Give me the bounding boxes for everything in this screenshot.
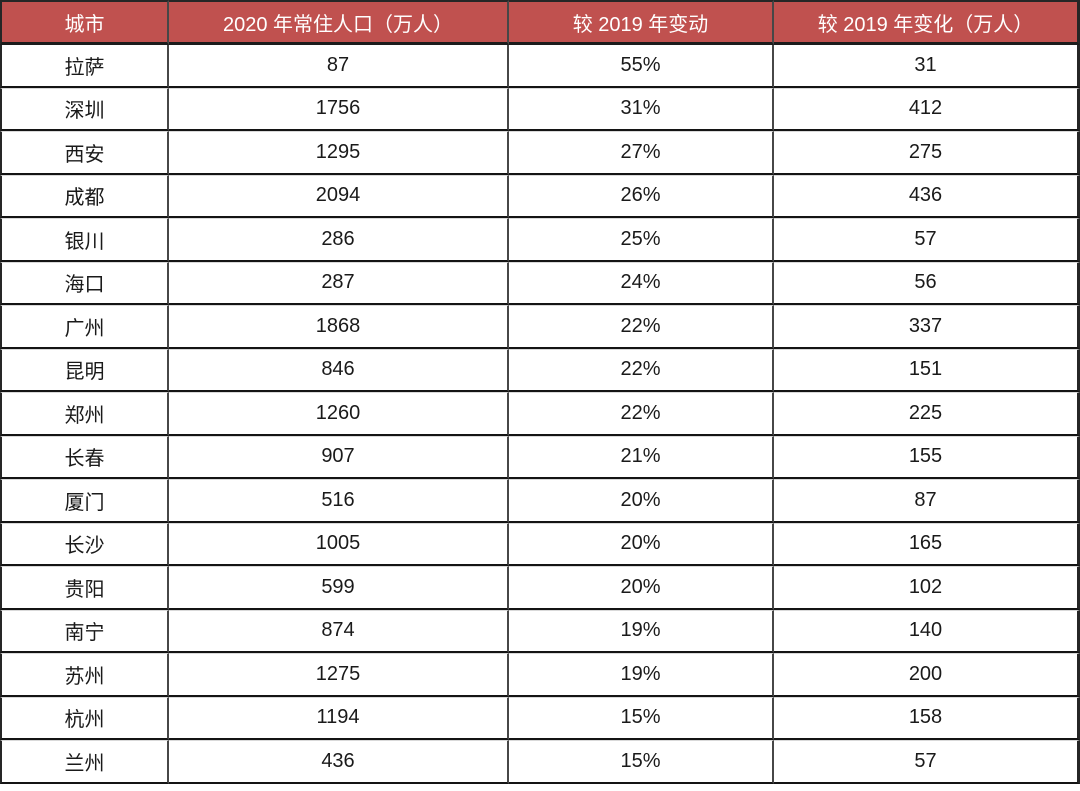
population-cell: 846 <box>169 348 509 392</box>
population-cell: 287 <box>169 261 509 305</box>
city-cell: 长沙 <box>0 522 169 566</box>
city-cell: 杭州 <box>0 696 169 740</box>
population-cell: 87 <box>169 45 509 88</box>
change-percent-cell: 55% <box>509 45 774 88</box>
city-cell: 厦门 <box>0 479 169 523</box>
table-row: 郑州 1260 22% 225 <box>0 392 1080 436</box>
table-row: 南宁 874 19% 140 <box>0 609 1080 653</box>
change-percent-cell: 22% <box>509 348 774 392</box>
change-percent-cell: 22% <box>509 305 774 349</box>
change-amount-cell: 200 <box>774 653 1080 697</box>
change-percent-cell: 21% <box>509 435 774 479</box>
change-amount-cell: 57 <box>774 740 1080 784</box>
city-cell: 长春 <box>0 435 169 479</box>
change-amount-cell: 158 <box>774 696 1080 740</box>
change-percent-cell: 20% <box>509 566 774 610</box>
city-cell: 广州 <box>0 305 169 349</box>
change-percent-cell: 26% <box>509 174 774 218</box>
table-row: 广州 1868 22% 337 <box>0 305 1080 349</box>
table-row: 西安 1295 27% 275 <box>0 131 1080 175</box>
change-amount-cell: 57 <box>774 218 1080 262</box>
table-row: 成都 2094 26% 436 <box>0 174 1080 218</box>
change-amount-cell: 140 <box>774 609 1080 653</box>
column-header-change-percent: 较 2019 年变动 <box>509 0 774 45</box>
table-row: 银川 286 25% 57 <box>0 218 1080 262</box>
change-percent-cell: 20% <box>509 522 774 566</box>
column-header-change-amount: 较 2019 年变化（万人） <box>774 0 1080 45</box>
city-cell: 西安 <box>0 131 169 175</box>
change-percent-cell: 20% <box>509 479 774 523</box>
change-percent-cell: 31% <box>509 87 774 131</box>
population-cell: 1194 <box>169 696 509 740</box>
change-amount-cell: 87 <box>774 479 1080 523</box>
city-cell: 贵阳 <box>0 566 169 610</box>
population-cell: 907 <box>169 435 509 479</box>
city-cell: 深圳 <box>0 87 169 131</box>
column-header-city: 城市 <box>0 0 169 45</box>
population-cell: 516 <box>169 479 509 523</box>
change-percent-cell: 24% <box>509 261 774 305</box>
population-cell: 1295 <box>169 131 509 175</box>
city-cell: 兰州 <box>0 740 169 784</box>
column-header-population-2020: 2020 年常住人口（万人） <box>169 0 509 45</box>
change-percent-cell: 19% <box>509 653 774 697</box>
table-row: 拉萨 87 55% 31 <box>0 45 1080 88</box>
population-cell: 599 <box>169 566 509 610</box>
change-amount-cell: 412 <box>774 87 1080 131</box>
change-percent-cell: 27% <box>509 131 774 175</box>
table-body: 拉萨 87 55% 31 深圳 1756 31% 412 西安 1295 27% 275 成都 2094 2… <box>0 45 1080 784</box>
change-amount-cell: 155 <box>774 435 1080 479</box>
change-percent-cell: 25% <box>509 218 774 262</box>
table-row: 长春 907 21% 155 <box>0 435 1080 479</box>
table-row: 深圳 1756 31% 412 <box>0 87 1080 131</box>
table-row: 长沙 1005 20% 165 <box>0 522 1080 566</box>
change-amount-cell: 56 <box>774 261 1080 305</box>
table-row: 海口 287 24% 56 <box>0 261 1080 305</box>
population-cell: 1005 <box>169 522 509 566</box>
change-amount-cell: 275 <box>774 131 1080 175</box>
city-cell: 银川 <box>0 218 169 262</box>
change-amount-cell: 165 <box>774 522 1080 566</box>
population-cell: 1275 <box>169 653 509 697</box>
city-cell: 郑州 <box>0 392 169 436</box>
population-cell: 874 <box>169 609 509 653</box>
change-percent-cell: 22% <box>509 392 774 436</box>
population-cell: 1260 <box>169 392 509 436</box>
table-row: 昆明 846 22% 151 <box>0 348 1080 392</box>
table-row: 苏州 1275 19% 200 <box>0 653 1080 697</box>
change-percent-cell: 15% <box>509 696 774 740</box>
change-percent-cell: 15% <box>509 740 774 784</box>
change-amount-cell: 31 <box>774 45 1080 88</box>
city-cell: 成都 <box>0 174 169 218</box>
table-row: 厦门 516 20% 87 <box>0 479 1080 523</box>
table-row: 兰州 436 15% 57 <box>0 740 1080 784</box>
population-cell: 1868 <box>169 305 509 349</box>
change-amount-cell: 102 <box>774 566 1080 610</box>
population-cell: 2094 <box>169 174 509 218</box>
header-row: 城市 2020 年常住人口（万人） 较 2019 年变动 较 2019 年变化（… <box>0 0 1080 45</box>
city-cell: 昆明 <box>0 348 169 392</box>
population-cell: 436 <box>169 740 509 784</box>
city-cell: 苏州 <box>0 653 169 697</box>
city-cell: 拉萨 <box>0 45 169 88</box>
population-cell: 286 <box>169 218 509 262</box>
change-amount-cell: 225 <box>774 392 1080 436</box>
city-cell: 海口 <box>0 261 169 305</box>
change-percent-cell: 19% <box>509 609 774 653</box>
change-amount-cell: 436 <box>774 174 1080 218</box>
city-cell: 南宁 <box>0 609 169 653</box>
change-amount-cell: 337 <box>774 305 1080 349</box>
population-cell: 1756 <box>169 87 509 131</box>
table-row: 贵阳 599 20% 102 <box>0 566 1080 610</box>
table-row: 杭州 1194 15% 158 <box>0 696 1080 740</box>
change-amount-cell: 151 <box>774 348 1080 392</box>
